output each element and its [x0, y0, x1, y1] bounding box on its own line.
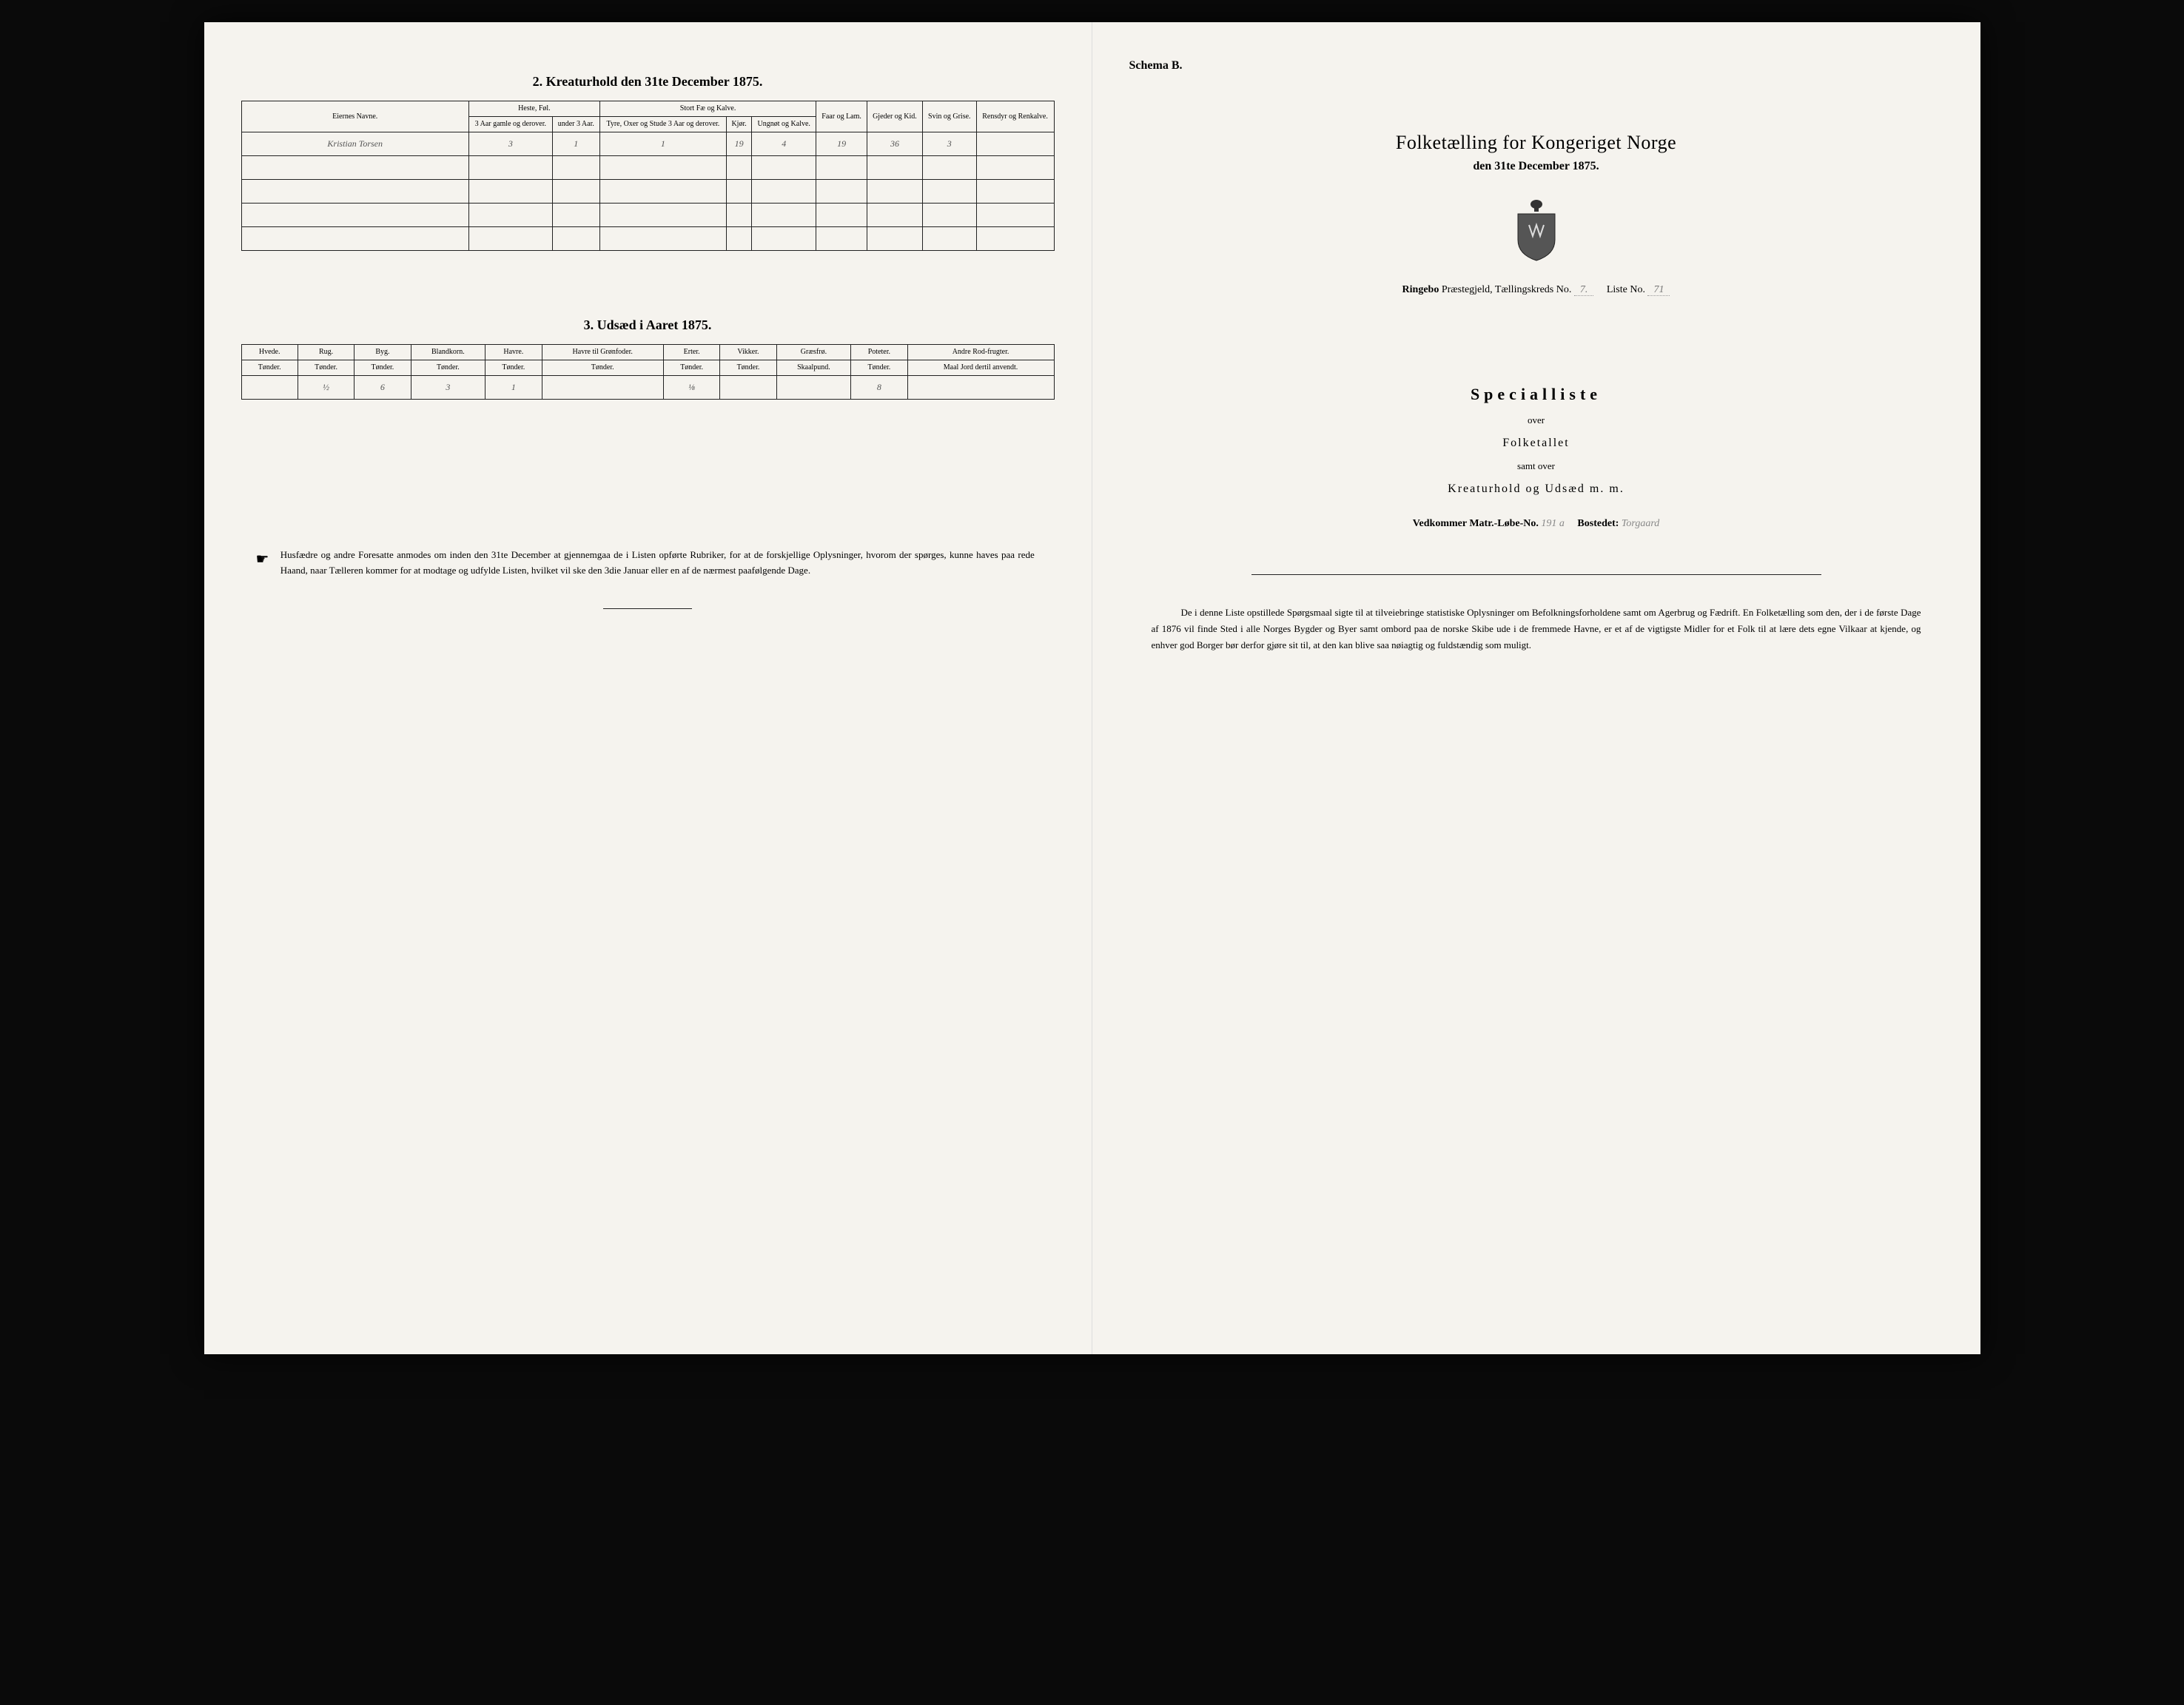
samt-label: samt over: [1129, 460, 1943, 472]
cell: [241, 376, 298, 400]
table-row: [241, 204, 1054, 227]
th: Hvede.: [241, 345, 298, 360]
cell: [542, 376, 663, 400]
th-stort3: Ungnøt og Kalve.: [752, 117, 816, 132]
divider: [603, 608, 692, 609]
th-svin: Svin og Grise.: [922, 101, 976, 132]
right-page: Schema B. Folketælling for Kongeriget No…: [1092, 22, 1980, 1354]
th: Andre Rod-frugter.: [907, 345, 1054, 360]
cell: [976, 132, 1054, 156]
cell: [776, 376, 851, 400]
th: Havre til Grønfoder.: [542, 345, 663, 360]
th: Byg.: [355, 345, 411, 360]
folketallet-label: Folketallet: [1129, 437, 1943, 450]
th-owner: Eiernes Navne.: [241, 101, 468, 132]
th-unit: Maal Jord dertil anvendt.: [907, 360, 1054, 376]
cell: 6: [355, 376, 411, 400]
cell: 4: [752, 132, 816, 156]
table-row: [241, 180, 1054, 204]
th-gjeder: Gjeder og Kid.: [867, 101, 922, 132]
th-heste1: 3 Aar gamle og derover.: [468, 117, 552, 132]
th-unit: Tønder.: [720, 360, 776, 376]
bostedet-label: Bostedet:: [1577, 518, 1619, 529]
th: Poteter.: [851, 345, 907, 360]
th-unit: Tønder.: [851, 360, 907, 376]
cell: 19: [816, 132, 867, 156]
th-stort2: Kjør.: [726, 117, 751, 132]
section2-title: 2. Kreaturhold den 31te December 1875.: [241, 74, 1055, 90]
th-heste2: under 3 Aar.: [552, 117, 599, 132]
vedkommer-line: Vedkommer Matr.-Løbe-No. 191 a Bostedet:…: [1129, 518, 1943, 530]
cell: ½: [298, 376, 354, 400]
th: Græsfrø.: [776, 345, 851, 360]
th-unit: Skaalpund.: [776, 360, 851, 376]
cell: 3: [411, 376, 485, 400]
main-title: Folketælling for Kongeriget Norge: [1129, 132, 1943, 154]
over-label: over: [1129, 414, 1943, 426]
cell: 19: [726, 132, 751, 156]
document-sheet: 2. Kreaturhold den 31te December 1875. E…: [204, 22, 1980, 1354]
cell: 1: [485, 376, 542, 400]
vedkommer-label: Vedkommer Matr.-Løbe-No.: [1413, 518, 1539, 529]
coat-of-arms-icon: [1511, 195, 1562, 262]
footnote-block: ☛ Husfædre og andre Foresatte anmodes om…: [241, 548, 1055, 579]
kreds-no: 7.: [1574, 284, 1594, 296]
pointing-hand-icon: ☛: [256, 548, 278, 571]
th-unit: Tønder.: [355, 360, 411, 376]
prestegjeld-name: Ringebo: [1402, 284, 1439, 295]
left-page: 2. Kreaturhold den 31te December 1875. E…: [204, 22, 1092, 1354]
th-grp-stort: Stort Fæ og Kalve.: [599, 101, 816, 117]
table-kreaturhold: Eiernes Navne. Heste, Føl. Stort Fæ og K…: [241, 101, 1055, 251]
subtitle: den 31te December 1875.: [1129, 160, 1943, 173]
th: Blandkorn.: [411, 345, 485, 360]
th-stort1: Tyre, Oxer og Stude 3 Aar og derover.: [599, 117, 726, 132]
cell: [720, 376, 776, 400]
liste-no: 71: [1647, 284, 1670, 296]
th-faar: Faar og Lam.: [816, 101, 867, 132]
meta-prestegjeld: Ringebo Præstegjeld, Tællingskreds No. 7…: [1129, 284, 1943, 296]
cell: 3: [468, 132, 552, 156]
th-unit: Tønder.: [298, 360, 354, 376]
th-unit: Tønder.: [542, 360, 663, 376]
cell: ⅛: [663, 376, 719, 400]
th: Erter.: [663, 345, 719, 360]
cell: 1: [552, 132, 599, 156]
cell: [907, 376, 1054, 400]
prestegjeld-suffix: Præstegjeld, Tællingskreds No.: [1442, 284, 1572, 295]
cell-owner: Kristian Torsen: [241, 132, 468, 156]
table-row: Kristian Torsen 3 1 1 19 4 19 36 3: [241, 132, 1054, 156]
th-grp-heste: Heste, Føl.: [468, 101, 599, 117]
kreatur-label: Kreaturhold og Udsæd m. m.: [1129, 482, 1943, 496]
schema-label: Schema B.: [1129, 59, 1943, 73]
th-unit: Tønder.: [485, 360, 542, 376]
th-rensdyr: Rensdyr og Renkalve.: [976, 101, 1054, 132]
divider: [1251, 574, 1821, 575]
table-row: [241, 227, 1054, 251]
matr-no: 191 a: [1541, 518, 1565, 529]
th-unit: Tønder.: [411, 360, 485, 376]
bottom-paragraph: De i denne Liste opstillede Spørgsmaal s…: [1129, 605, 1943, 653]
footnote-text: Husfædre og andre Foresatte anmodes om i…: [280, 548, 1035, 579]
th-unit: Tønder.: [241, 360, 298, 376]
cell: 8: [851, 376, 907, 400]
table-row: ½ 6 3 1 ⅛ 8: [241, 376, 1054, 400]
table-row: [241, 156, 1054, 180]
bostedet-value: Torgaard: [1622, 518, 1659, 529]
liste-label: Liste No.: [1607, 284, 1645, 295]
cell: 1: [599, 132, 726, 156]
th: Rug.: [298, 345, 354, 360]
cell: 3: [922, 132, 976, 156]
th-unit: Tønder.: [663, 360, 719, 376]
section3-title: 3. Udsæd i Aaret 1875.: [241, 317, 1055, 333]
th: Vikker.: [720, 345, 776, 360]
cell: 36: [867, 132, 922, 156]
th: Havre.: [485, 345, 542, 360]
table-udsaed: Hvede. Rug. Byg. Blandkorn. Havre. Havre…: [241, 344, 1055, 400]
specialliste-title: Specialliste: [1129, 385, 1943, 404]
